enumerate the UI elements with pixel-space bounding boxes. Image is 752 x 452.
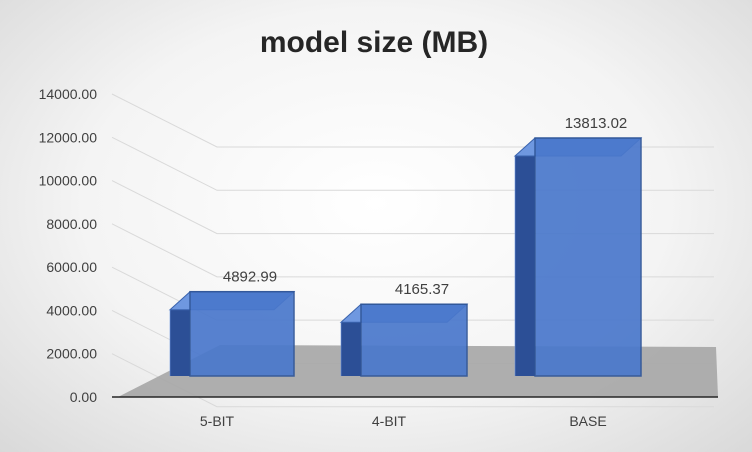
bars	[168, 137, 643, 377]
bar-front-face	[534, 137, 642, 377]
gridline	[111, 353, 714, 408]
y-tick-label: 14000.00	[39, 86, 98, 102]
y-tick-label: 2000.00	[46, 346, 97, 362]
bar-base	[513, 137, 643, 377]
y-axis-ticks: 0.00 2000.00 4000.00 6000.00 8000.00 10000.00…	[39, 86, 98, 405]
data-label: 13813.02	[565, 115, 628, 132]
bar-front-face	[189, 290, 295, 377]
chart-title: model size (MB)	[260, 26, 488, 59]
y-tick-label: 0.00	[70, 389, 97, 405]
y-tick-label: 10000.00	[39, 173, 98, 189]
data-label: 4892.99	[223, 269, 277, 286]
y-tick-label: 4000.00	[46, 302, 97, 318]
y-tick-label: 12000.00	[39, 129, 98, 145]
bar-5-bit	[168, 290, 296, 377]
value-labels: 4892.99 4165.37 13813.02	[223, 115, 627, 298]
y-tick-label: 8000.00	[46, 216, 97, 232]
bar-front-face	[360, 303, 468, 377]
bar-4-bit	[339, 303, 469, 377]
bar-side-face	[170, 291, 190, 376]
x-axis-categories: 5-BIT 4-BIT BASE	[200, 413, 607, 429]
bar-side-face	[515, 138, 535, 376]
x-category-label: BASE	[569, 413, 606, 429]
x-category-label: 5-BIT	[200, 413, 235, 429]
y-tick-label: 6000.00	[46, 259, 97, 275]
x-category-label: 4-BIT	[372, 413, 407, 429]
data-label: 4165.37	[395, 281, 449, 298]
